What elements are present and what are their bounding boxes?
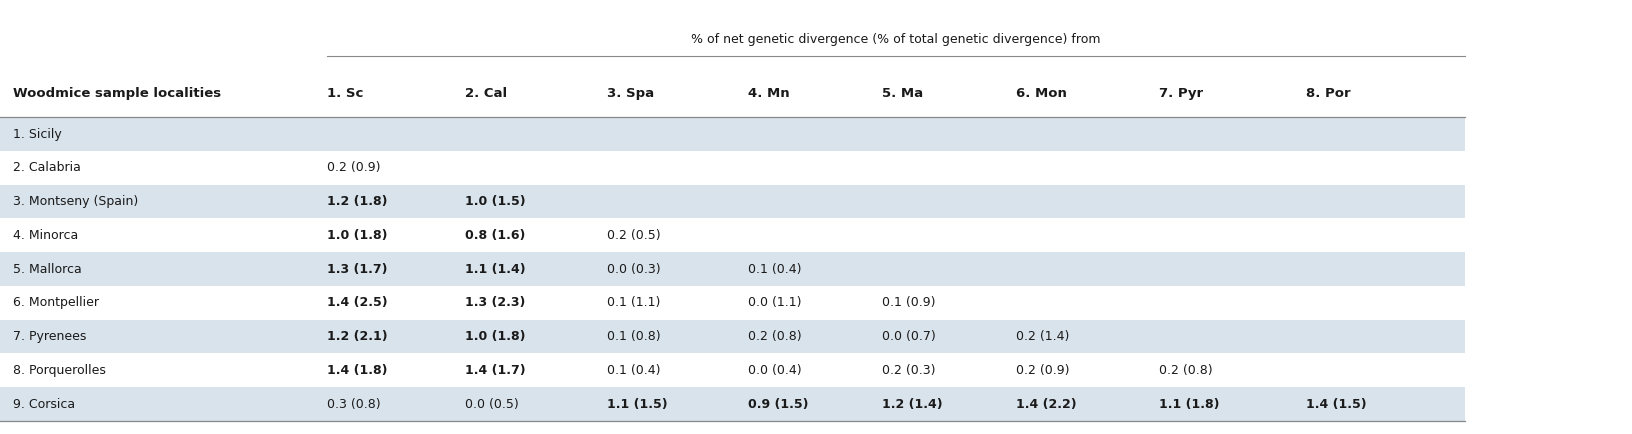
Text: 0.0 (0.7): 0.0 (0.7) bbox=[881, 330, 935, 343]
Text: 0.2 (1.4): 0.2 (1.4) bbox=[1015, 330, 1069, 343]
Text: 1.4 (2.5): 1.4 (2.5) bbox=[326, 296, 387, 309]
Text: 1.0 (1.8): 1.0 (1.8) bbox=[326, 229, 387, 242]
Bar bbox=[0, 252, 1464, 286]
Text: 0.1 (0.4): 0.1 (0.4) bbox=[747, 263, 801, 276]
Text: 1.4 (1.7): 1.4 (1.7) bbox=[465, 364, 526, 377]
Text: 8. Por: 8. Por bbox=[1306, 87, 1350, 100]
Text: 2. Cal: 2. Cal bbox=[465, 87, 508, 100]
Text: 5. Ma: 5. Ma bbox=[881, 87, 922, 100]
Text: 6. Montpellier: 6. Montpellier bbox=[13, 296, 100, 309]
Text: 1. Sicily: 1. Sicily bbox=[13, 128, 62, 141]
Text: 1.2 (1.4): 1.2 (1.4) bbox=[881, 398, 942, 411]
Bar bbox=[0, 353, 1464, 387]
Text: 5. Mallorca: 5. Mallorca bbox=[13, 263, 82, 276]
Text: 4. Minorca: 4. Minorca bbox=[13, 229, 78, 242]
Text: % of net genetic divergence (% of total genetic divergence) from: % of net genetic divergence (% of total … bbox=[690, 33, 1100, 46]
Text: 3. Spa: 3. Spa bbox=[607, 87, 654, 100]
Text: 0.2 (0.5): 0.2 (0.5) bbox=[607, 229, 661, 242]
Text: 1.1 (1.4): 1.1 (1.4) bbox=[465, 263, 526, 276]
Text: 8. Porquerolles: 8. Porquerolles bbox=[13, 364, 106, 377]
Text: 3. Montseny (Spain): 3. Montseny (Spain) bbox=[13, 195, 139, 208]
Bar bbox=[0, 218, 1464, 252]
Text: 0.1 (0.8): 0.1 (0.8) bbox=[607, 330, 661, 343]
Text: 0.0 (0.3): 0.0 (0.3) bbox=[607, 263, 661, 276]
Text: 1.0 (1.5): 1.0 (1.5) bbox=[465, 195, 526, 208]
Bar bbox=[0, 387, 1464, 421]
Text: 0.0 (0.5): 0.0 (0.5) bbox=[465, 398, 519, 411]
Text: 6. Mon: 6. Mon bbox=[1015, 87, 1066, 100]
Text: 0.1 (0.9): 0.1 (0.9) bbox=[881, 296, 935, 309]
Text: 2. Calabria: 2. Calabria bbox=[13, 161, 82, 174]
Text: 0.1 (0.4): 0.1 (0.4) bbox=[607, 364, 661, 377]
Text: 9. Corsica: 9. Corsica bbox=[13, 398, 75, 411]
Bar bbox=[0, 117, 1464, 151]
Text: 0.3 (0.8): 0.3 (0.8) bbox=[326, 398, 380, 411]
Text: 1.3 (1.7): 1.3 (1.7) bbox=[326, 263, 387, 276]
Text: 7. Pyr: 7. Pyr bbox=[1159, 87, 1203, 100]
Text: 0.1 (1.1): 0.1 (1.1) bbox=[607, 296, 661, 309]
Text: 1.2 (1.8): 1.2 (1.8) bbox=[326, 195, 387, 208]
Text: 0.8 (1.6): 0.8 (1.6) bbox=[465, 229, 526, 242]
Text: 0.0 (1.1): 0.0 (1.1) bbox=[747, 296, 801, 309]
Text: 1.3 (2.3): 1.3 (2.3) bbox=[465, 296, 526, 309]
Text: 0.2 (0.8): 0.2 (0.8) bbox=[1159, 364, 1213, 377]
Bar bbox=[0, 286, 1464, 320]
Bar bbox=[0, 320, 1464, 353]
Text: 1.4 (1.5): 1.4 (1.5) bbox=[1306, 398, 1366, 411]
Text: 0.2 (0.9): 0.2 (0.9) bbox=[326, 161, 380, 174]
Text: 0.2 (0.8): 0.2 (0.8) bbox=[747, 330, 801, 343]
Text: 1.1 (1.5): 1.1 (1.5) bbox=[607, 398, 667, 411]
Text: 1.2 (2.1): 1.2 (2.1) bbox=[326, 330, 387, 343]
Text: 0.9 (1.5): 0.9 (1.5) bbox=[747, 398, 808, 411]
Bar bbox=[0, 151, 1464, 185]
Text: 0.2 (0.3): 0.2 (0.3) bbox=[881, 364, 935, 377]
Bar bbox=[0, 185, 1464, 218]
Text: 0.0 (0.4): 0.0 (0.4) bbox=[747, 364, 801, 377]
Text: 1.0 (1.8): 1.0 (1.8) bbox=[465, 330, 526, 343]
Text: 4. Mn: 4. Mn bbox=[747, 87, 788, 100]
Text: 1.4 (2.2): 1.4 (2.2) bbox=[1015, 398, 1075, 411]
Text: 1. Sc: 1. Sc bbox=[326, 87, 362, 100]
Text: 7. Pyrenees: 7. Pyrenees bbox=[13, 330, 86, 343]
Text: 0.2 (0.9): 0.2 (0.9) bbox=[1015, 364, 1069, 377]
Text: Woodmice sample localities: Woodmice sample localities bbox=[13, 87, 220, 100]
Text: 1.1 (1.8): 1.1 (1.8) bbox=[1159, 398, 1219, 411]
Text: 1.4 (1.8): 1.4 (1.8) bbox=[326, 364, 387, 377]
